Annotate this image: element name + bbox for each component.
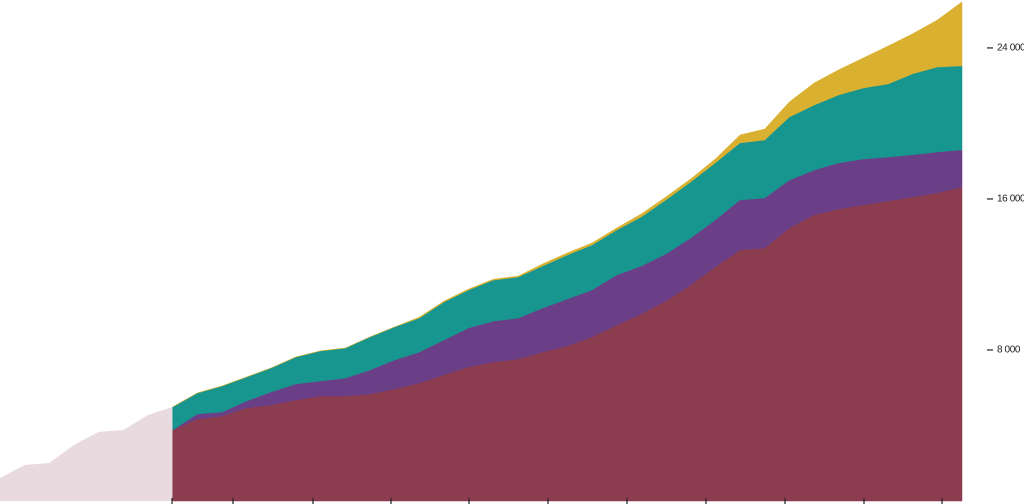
y-tick-label: 8 000 <box>997 345 1021 356</box>
areas <box>0 1 963 502</box>
x-axis-ticks <box>171 498 943 504</box>
y-tick-label: 16 000 <box>997 194 1024 205</box>
area <box>172 1 963 408</box>
y-tick-label: 24 000 <box>997 43 1024 54</box>
background-area <box>0 406 173 501</box>
